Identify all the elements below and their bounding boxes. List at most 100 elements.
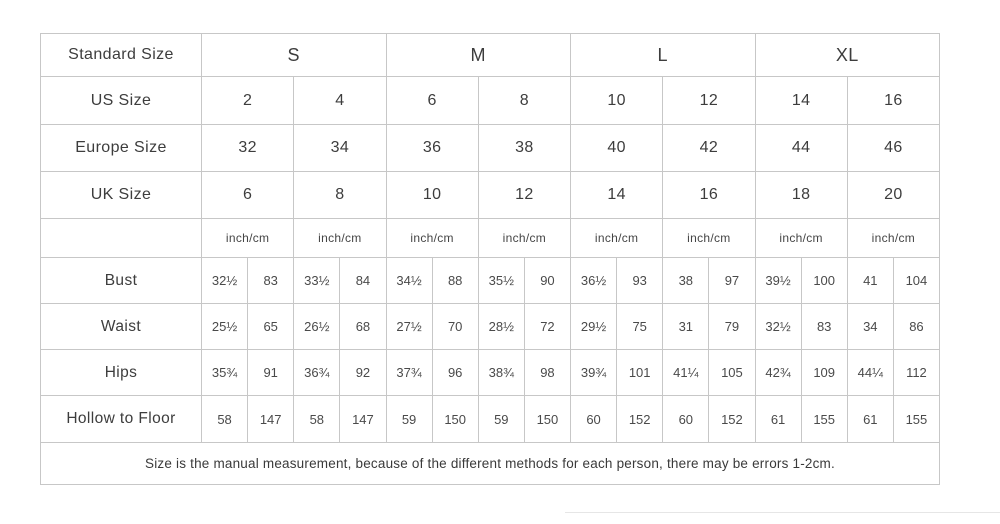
value-cell: 152 xyxy=(708,395,756,443)
value-cell: 92 xyxy=(339,349,387,396)
value-cell: 100 xyxy=(800,257,848,304)
value-cell: 44¼ xyxy=(846,349,894,396)
row-label: Bust xyxy=(40,257,202,304)
value-cell: 41¼ xyxy=(662,349,710,396)
standard-size-cell: XL xyxy=(754,33,940,77)
unit-cell: inch/cm xyxy=(200,218,295,258)
value-cell: 68 xyxy=(339,303,387,350)
value-cell: 109 xyxy=(800,349,848,396)
value-cell: 60 xyxy=(569,395,618,443)
value-cell: 88 xyxy=(431,257,479,304)
row-waist: Waist 25½ 65 26½ 68 27½ 70 28½ 72 29½ 75… xyxy=(40,303,941,350)
value-cell: 86 xyxy=(892,303,941,350)
value-cell: 104 xyxy=(892,257,941,304)
value-cell: 58 xyxy=(293,395,341,443)
value-cell: 150 xyxy=(431,395,479,443)
value-cell: 34 xyxy=(846,303,894,350)
value-cell: 79 xyxy=(708,303,756,350)
value-cell: 70 xyxy=(431,303,479,350)
value-cell: 27½ xyxy=(385,303,433,350)
size-cell: 34 xyxy=(293,124,387,172)
value-cell: 155 xyxy=(892,395,941,443)
value-cell: 31 xyxy=(662,303,710,350)
unit-cell: inch/cm xyxy=(846,218,941,258)
row-label: Waist xyxy=(40,303,202,350)
value-cell: 33½ xyxy=(293,257,341,304)
unit-cell: inch/cm xyxy=(293,218,387,258)
page-bottom-divider xyxy=(565,512,1000,513)
value-cell: 35¾ xyxy=(200,349,249,396)
value-cell: 147 xyxy=(247,395,295,443)
value-cell: 150 xyxy=(523,395,572,443)
size-cell: 14 xyxy=(754,76,848,125)
row-note: Size is the manual measurement, because … xyxy=(40,442,940,485)
unit-cell: inch/cm xyxy=(662,218,756,258)
standard-size-cell: L xyxy=(570,33,756,77)
size-cell: 16 xyxy=(662,171,756,219)
row-label: Hollow to Floor xyxy=(40,395,202,443)
size-cell: 12 xyxy=(662,76,756,125)
value-cell: 58 xyxy=(200,395,249,443)
value-cell: 39½ xyxy=(754,257,802,304)
value-cell: 59 xyxy=(477,395,525,443)
size-cell: 46 xyxy=(846,124,941,172)
size-cell: 4 xyxy=(293,76,387,125)
standard-size-cell: S xyxy=(201,33,387,77)
size-cell: 38 xyxy=(477,124,572,172)
value-cell: 38¾ xyxy=(477,349,525,396)
value-cell: 39¾ xyxy=(569,349,618,396)
size-cell: 6 xyxy=(385,76,479,125)
value-cell: 101 xyxy=(616,349,664,396)
size-cell: 10 xyxy=(569,76,664,125)
row-standard-size: Standard Size S M L XL xyxy=(40,33,940,77)
value-cell: 90 xyxy=(523,257,572,304)
size-cell: 2 xyxy=(200,76,295,125)
row-label: Hips xyxy=(40,349,202,396)
row-hollow-to-floor: Hollow to Floor 58 147 58 147 59 150 59 … xyxy=(40,395,941,443)
row-label: US Size xyxy=(40,76,202,125)
size-chart-table: Standard Size S M L XL US Size 2 4 6 8 1… xyxy=(40,33,941,485)
size-cell: 8 xyxy=(477,76,572,125)
value-cell: 65 xyxy=(247,303,295,350)
note-cell: Size is the manual measurement, because … xyxy=(40,442,940,485)
value-cell: 112 xyxy=(892,349,941,396)
value-cell: 38 xyxy=(662,257,710,304)
size-cell: 40 xyxy=(569,124,664,172)
row-us-size: US Size 2 4 6 8 10 12 14 16 xyxy=(40,76,941,125)
value-cell: 28½ xyxy=(477,303,525,350)
row-units: inch/cm inch/cm inch/cm inch/cm inch/cm … xyxy=(40,218,941,258)
row-label: UK Size xyxy=(40,171,202,219)
size-cell: 10 xyxy=(385,171,479,219)
row-hips: Hips 35¾ 91 36¾ 92 37¾ 96 38¾ 98 39¾ 101… xyxy=(40,349,941,396)
size-cell: 44 xyxy=(754,124,848,172)
value-cell: 147 xyxy=(339,395,387,443)
value-cell: 32½ xyxy=(754,303,802,350)
size-cell: 20 xyxy=(846,171,941,219)
row-label-empty xyxy=(40,218,202,258)
value-cell: 36½ xyxy=(569,257,618,304)
value-cell: 29½ xyxy=(569,303,618,350)
value-cell: 72 xyxy=(523,303,572,350)
value-cell: 59 xyxy=(385,395,433,443)
value-cell: 26½ xyxy=(293,303,341,350)
value-cell: 25½ xyxy=(200,303,249,350)
size-cell: 8 xyxy=(293,171,387,219)
size-cell: 42 xyxy=(662,124,756,172)
value-cell: 61 xyxy=(846,395,894,443)
value-cell: 105 xyxy=(708,349,756,396)
size-cell: 6 xyxy=(200,171,295,219)
unit-cell: inch/cm xyxy=(754,218,848,258)
value-cell: 41 xyxy=(846,257,894,304)
unit-cell: inch/cm xyxy=(477,218,572,258)
value-cell: 35½ xyxy=(477,257,525,304)
value-cell: 93 xyxy=(616,257,664,304)
row-uk-size: UK Size 6 8 10 12 14 16 18 20 xyxy=(40,171,941,219)
value-cell: 34½ xyxy=(385,257,433,304)
value-cell: 152 xyxy=(616,395,664,443)
value-cell: 42¾ xyxy=(754,349,802,396)
size-cell: 12 xyxy=(477,171,572,219)
value-cell: 98 xyxy=(523,349,572,396)
value-cell: 75 xyxy=(616,303,664,350)
value-cell: 97 xyxy=(708,257,756,304)
